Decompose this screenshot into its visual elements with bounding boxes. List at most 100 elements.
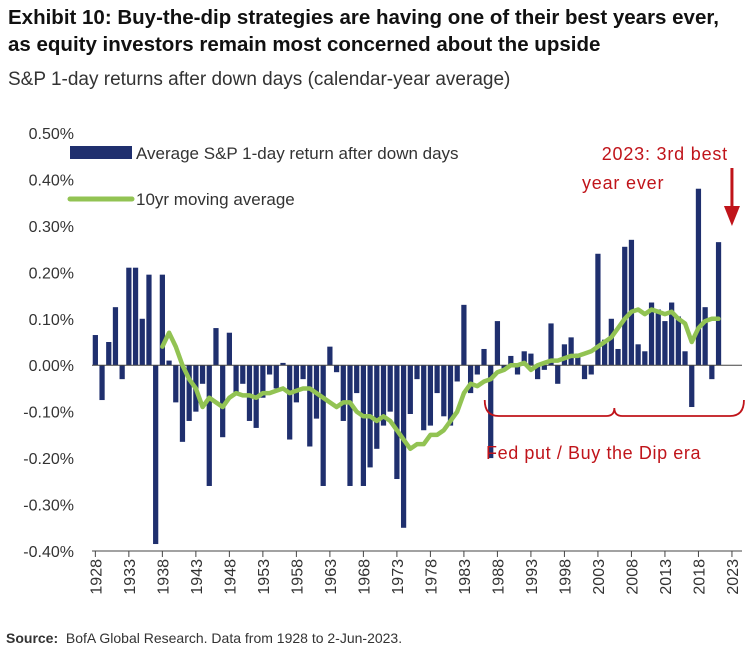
bar-1937 <box>153 365 159 545</box>
x-tick-label: 2013 <box>658 559 675 595</box>
bar-2019 <box>702 307 708 366</box>
bar-1965 <box>340 365 346 421</box>
bar-2007 <box>622 246 628 366</box>
annotation-arrow-head <box>723 206 740 226</box>
bar-1980 <box>441 365 447 417</box>
x-tick-label: 1983 <box>457 559 474 595</box>
bar-2011 <box>648 302 655 366</box>
source-text: BofA Global Research. Data from 1928 to … <box>65 630 403 646</box>
y-tick-label: 0.00% <box>29 358 74 375</box>
x-tick-label: 1968 <box>356 559 373 595</box>
bar-2016 <box>682 351 688 366</box>
bar-2003 <box>595 253 601 366</box>
bar-2021 <box>715 242 722 366</box>
y-tick-label: -0.20% <box>23 451 74 468</box>
bar-1935 <box>139 318 145 366</box>
x-tick-label: 1963 <box>323 559 340 595</box>
bar-1983 <box>461 304 467 366</box>
bar-2017 <box>689 365 695 408</box>
bar-1939 <box>166 360 172 366</box>
bar-2018 <box>695 188 702 366</box>
bar-1958 <box>293 365 299 403</box>
bar-1938 <box>159 274 165 366</box>
bar-1930 <box>106 342 112 366</box>
bar-1947 <box>220 365 226 438</box>
bar-1956 <box>280 362 286 366</box>
x-tick-label: 1978 <box>423 559 440 595</box>
legend-swatch-bars <box>70 146 132 159</box>
x-tick-label: 1998 <box>557 559 574 595</box>
x-tick-label: 1943 <box>189 559 206 595</box>
bar-1933 <box>126 267 132 366</box>
x-tick-label: 2008 <box>624 559 641 595</box>
x-tick-label: 1958 <box>289 559 306 595</box>
legend-label-line: 10yr moving average <box>136 190 295 209</box>
x-tick-label: 1953 <box>256 559 273 595</box>
bar-1993 <box>528 353 534 366</box>
x-tick-label: 2003 <box>591 559 608 595</box>
bar-2008 <box>628 239 635 366</box>
annotation-best-year-line1: 2023: 3rd best <box>602 144 728 164</box>
y-tick-label: -0.30% <box>23 498 74 515</box>
bar-1967 <box>354 365 360 394</box>
bar-1954 <box>266 365 273 375</box>
bar-1976 <box>414 365 420 380</box>
bar-1955 <box>273 365 279 389</box>
x-tick-label: 1938 <box>155 559 172 595</box>
bar-1960 <box>307 365 313 447</box>
y-tick-label: 0.50% <box>29 126 74 143</box>
bar-1987 <box>488 365 494 459</box>
annotation-bracket <box>483 399 745 417</box>
legend-label-bars: Average S&P 1-day return after down days <box>136 144 459 163</box>
annotation-fed-put: Fed put / Buy the Dip era <box>486 443 701 463</box>
bar-2001 <box>581 365 588 380</box>
bar-2006 <box>615 348 621 366</box>
source-label: Source: <box>6 630 59 646</box>
bar-1964 <box>333 365 340 373</box>
x-tick-label: 1948 <box>222 559 239 595</box>
bar-1962 <box>320 365 326 486</box>
bar-1978 <box>427 365 434 426</box>
bar-1951 <box>246 365 253 421</box>
bar-1966 <box>347 365 353 486</box>
bar-1953 <box>260 365 266 398</box>
bar-1950 <box>240 365 246 384</box>
bar-1984 <box>467 365 474 394</box>
bar-1959 <box>300 365 306 380</box>
bar-1986 <box>481 348 487 366</box>
bar-1977 <box>421 365 427 431</box>
y-tick-label: 0.30% <box>29 219 74 236</box>
bar-2020 <box>709 365 715 380</box>
bar-1942 <box>186 365 192 421</box>
bar-1999 <box>568 337 574 366</box>
bar-2005 <box>608 318 614 366</box>
bar-1975 <box>407 365 413 414</box>
bar-1963 <box>327 346 333 366</box>
bar-1928 <box>92 335 98 366</box>
bar-1936 <box>146 274 152 366</box>
bar-1979 <box>434 365 440 394</box>
bar-1970 <box>374 365 380 449</box>
bar-1996 <box>548 323 554 366</box>
page-title: Exhibit 10: Buy-the-dip strategies are h… <box>8 6 719 56</box>
x-tick-label: 1973 <box>390 559 407 595</box>
bar-1929 <box>99 365 105 401</box>
x-tick-label: 1988 <box>490 559 507 595</box>
bar-1941 <box>179 365 186 442</box>
bar-2015 <box>675 316 681 366</box>
bar-1968 <box>360 365 367 486</box>
y-tick-label: 0.40% <box>29 172 74 189</box>
bar-1971 <box>380 365 387 426</box>
bar-1973 <box>394 365 400 480</box>
bar-1946 <box>213 328 219 366</box>
y-tick-label: -0.40% <box>23 544 74 561</box>
y-tick-label: 0.10% <box>29 312 74 329</box>
bar-1994 <box>535 365 541 380</box>
bar-2010 <box>642 351 648 366</box>
bar-2004 <box>602 339 608 366</box>
bar-1949 <box>233 365 239 394</box>
bar-1992 <box>521 351 527 366</box>
bar-1985 <box>474 365 480 375</box>
x-tick-label: 2023 <box>725 559 742 595</box>
bar-1974 <box>400 365 407 528</box>
